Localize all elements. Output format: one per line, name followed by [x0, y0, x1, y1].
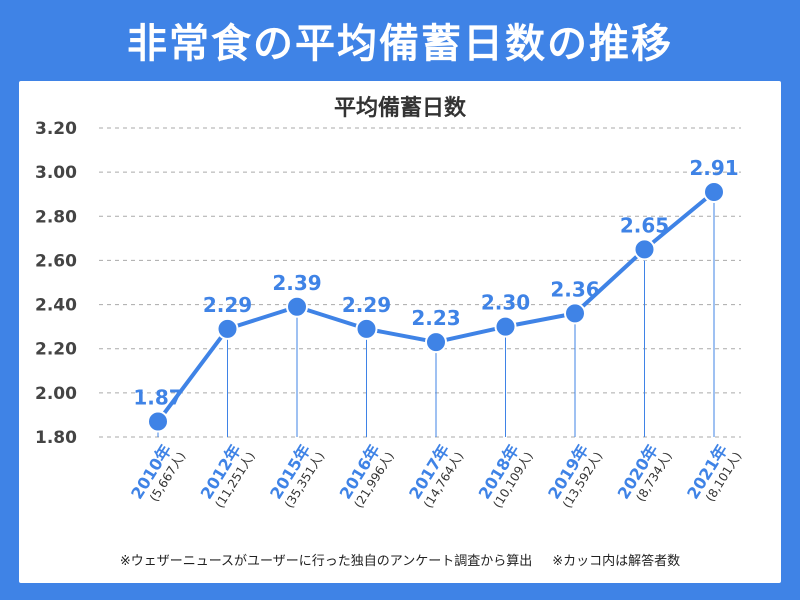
- data-points: [147, 181, 725, 433]
- data-point: [425, 331, 447, 354]
- data-label: 1.87: [133, 386, 182, 410]
- data-point: [355, 317, 378, 340]
- title-bar: 非常食の平均備蓄日数の推移: [0, 0, 800, 80]
- y-tick-label: 2.20: [35, 340, 77, 360]
- data-label: 2.39: [272, 271, 321, 295]
- x-tick-group: 2020年(8,734人): [614, 441, 675, 504]
- data-point: [564, 302, 586, 325]
- data-point: [633, 238, 656, 261]
- data-point: [147, 410, 169, 433]
- y-tick-label: 2.00: [35, 384, 77, 404]
- respondent-note: ※カッコ内は解答者数: [552, 554, 681, 569]
- y-tick-label: 1.80: [35, 428, 77, 448]
- x-tick-group: 2012年(11,251人): [197, 441, 258, 511]
- data-label: 2.29: [203, 293, 252, 317]
- x-tick-group: 2016年(21,996人): [336, 441, 397, 511]
- y-tick-label: 3.00: [35, 163, 77, 183]
- y-tick-label: 3.20: [35, 119, 77, 139]
- data-label: 2.30: [481, 291, 530, 315]
- x-axis: 2010年(5,667人) 2012年(11,251人) 2015年(35,351人…: [127, 441, 744, 511]
- footnote: ※ウェザーニュースがユーザーに行った独自のアンケート調査から算出 ※カッコ内は解…: [39, 550, 761, 569]
- source-note: ※ウェザーニュースがユーザーに行った独自のアンケート調査から算出: [119, 554, 533, 569]
- x-tick-group: 2018年(10,109人): [475, 441, 536, 511]
- x-tick-group: 2015年(35,351人): [266, 441, 327, 511]
- y-tick-label: 2.80: [35, 207, 77, 227]
- data-point: [703, 181, 725, 204]
- grid: [99, 127, 741, 438]
- data-label: 2.23: [411, 306, 460, 330]
- drop-lines: [157, 192, 715, 437]
- x-tick-group: 2010年(5,667人): [127, 441, 188, 504]
- y-axis: 1.80 2.00 2.20 2.40 2.60 2.80 3.00 3.20: [35, 119, 77, 448]
- x-tick-group: 2021年(8,101人): [683, 441, 744, 504]
- chart-title: 平均備蓄日数: [334, 95, 467, 121]
- data-point: [286, 295, 308, 318]
- line-chart: 平均備蓄日数 1.802.002.202.402.602.803.003.20 …: [35, 95, 744, 511]
- data-label: 2.36: [550, 277, 599, 301]
- y-tick-label: 2.60: [35, 251, 77, 271]
- data-label: 2.65: [620, 213, 669, 237]
- chart-panel: 平均備蓄日数 1.80 2.00 2.20 2.40 2.60 2.80 3.00 3.20 …: [19, 81, 781, 583]
- data-point: [216, 317, 239, 340]
- x-tick-group: 2019年(13,592人): [544, 441, 605, 511]
- data-labels: 1.87 2.29 2.39 2.29 2.23 2.30 2.36 2.65 2.91: [133, 156, 738, 410]
- y-tick-label: 2.40: [35, 296, 77, 316]
- page-title: 非常食の平均備蓄日数の推移: [127, 21, 673, 67]
- data-point: [494, 315, 517, 338]
- x-tick-group: 2017年(14,764人): [405, 441, 466, 511]
- data-label: 2.29: [342, 293, 391, 317]
- data-label: 2.91: [689, 156, 738, 180]
